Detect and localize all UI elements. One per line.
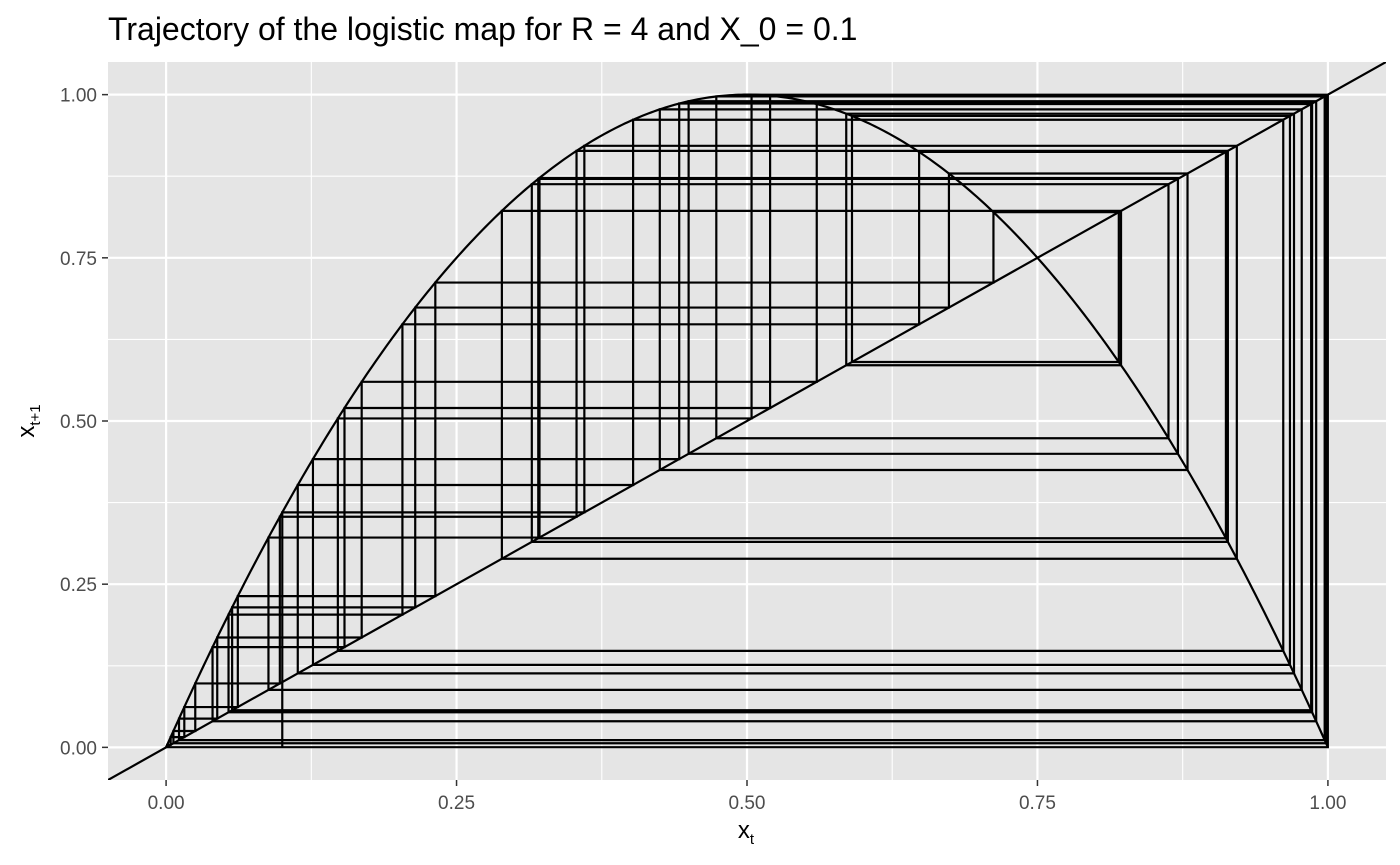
y-axis-ticks: 0.00 0.25 0.50 0.75 1.00: [60, 86, 108, 759]
y-tick-label-0: 0.00: [60, 738, 97, 759]
y-axis-title: xt+1: [13, 404, 44, 437]
data-layer: [108, 62, 1386, 780]
x-tick-label-3: 0.75: [1019, 793, 1056, 814]
x-tick-label-4: 1.00: [1309, 793, 1346, 814]
x-axis-title-subscript: t: [750, 831, 755, 848]
logistic-curve: [165, 93, 1329, 748]
x-tick-label-2: 0.50: [729, 793, 766, 814]
y-tick-label-2: 0.50: [60, 412, 97, 433]
y-axis-title-base: x: [13, 426, 40, 438]
y-tick-label-3: 0.75: [60, 249, 97, 270]
cobweb-trajectory: [165, 93, 1329, 749]
x-tick-label-1: 0.25: [438, 793, 475, 814]
y-tick-label-1: 0.25: [60, 575, 97, 596]
x-axis-title: xt: [738, 817, 755, 848]
chart-title: Trajectory of the logistic map for R = 4…: [108, 11, 857, 47]
x-axis-title-base: x: [738, 817, 750, 844]
y-axis-title-subscript: t+1: [27, 404, 44, 425]
x-axis-ticks: 0.00 0.25 0.50 0.75 1.00: [148, 780, 1346, 814]
identity-line: [108, 62, 1386, 780]
y-tick-label-4: 1.00: [60, 86, 97, 107]
x-tick-label-0: 0.00: [148, 793, 185, 814]
